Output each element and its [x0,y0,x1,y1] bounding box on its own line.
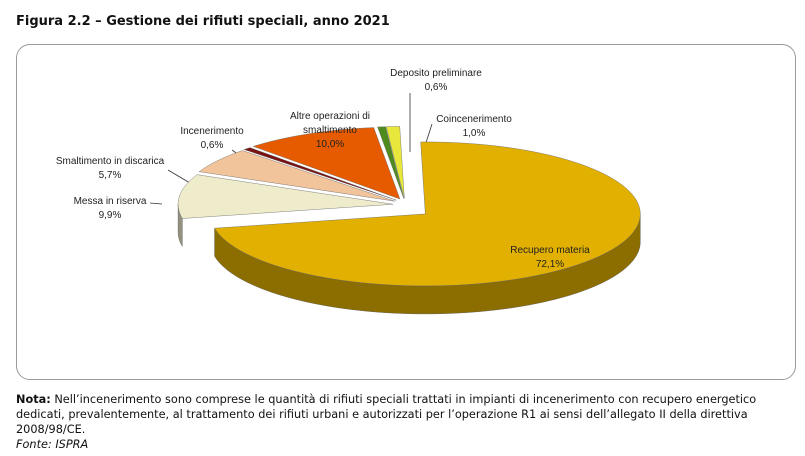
category-label: Altre operazioni di smaltimento [289,111,371,136]
category-label: Recupero materia [510,245,590,256]
leader-line [167,169,191,184]
category-label: Messa in riserva [73,196,147,207]
value-label: 0,6% [200,140,224,151]
pie-slice [243,147,397,201]
category-label: Coincenerimento [436,114,512,125]
slice-label: Coincenerimento 1,0% [419,113,529,141]
pie-slice [385,126,405,199]
pie-slice [377,126,404,199]
slice-label: Messa in riserva 9,9% [55,195,165,223]
slice-label: Smaltimento in discarica 5,7% [45,155,175,183]
category-label: Deposito preliminare [390,68,482,79]
value-label: 5,7% [98,170,122,181]
category-label: Incenerimento [180,126,244,137]
slice-label: Incenerimento 0,6% [162,125,262,153]
chart-title: Figura 2.2 – Gestione dei rifiuti specia… [16,14,390,29]
value-label: 1,0% [462,128,486,139]
slice-label: Recupero materia 72,1% [495,244,605,272]
note-label: Nota: [16,393,51,406]
category-label: Smaltimento in discarica [55,156,165,167]
value-label: 0,6% [424,82,448,93]
leader-line [149,202,163,205]
pie-slice [214,141,641,287]
value-label: 10,0% [315,139,345,150]
value-label: 9,9% [98,210,122,221]
slice-label: Deposito preliminare 0,6% [381,67,491,95]
pie-slice [198,150,396,202]
value-label: 72,1% [535,259,565,270]
pie-slice [252,127,401,200]
pie-slice [177,174,394,219]
slice-label: Altre operazioni di smaltimento 10,0% [275,110,385,152]
source: Fonte: ISPRA [16,438,89,451]
chart-frame [16,44,796,380]
note: Nota: Nell’incenerimento sono comprese l… [16,392,801,452]
note-text: Nell’incenerimento sono comprese le quan… [16,393,757,436]
